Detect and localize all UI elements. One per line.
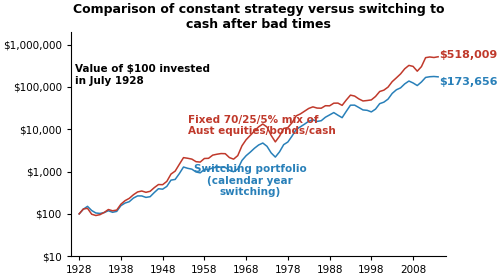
Text: $173,656: $173,656 <box>439 77 498 87</box>
Text: $518,009: $518,009 <box>439 50 497 60</box>
Title: Comparison of constant strategy versus switching to
cash after bad times: Comparison of constant strategy versus s… <box>73 3 444 31</box>
Text: Value of $100 invested
in July 1928: Value of $100 invested in July 1928 <box>75 64 210 86</box>
Text: Fixed 70/25/5% mix of
Aust equities/bonds/cash: Fixed 70/25/5% mix of Aust equities/bond… <box>188 115 336 136</box>
Text: Switching portfolio
(calendar year
switching): Switching portfolio (calendar year switc… <box>194 164 306 197</box>
